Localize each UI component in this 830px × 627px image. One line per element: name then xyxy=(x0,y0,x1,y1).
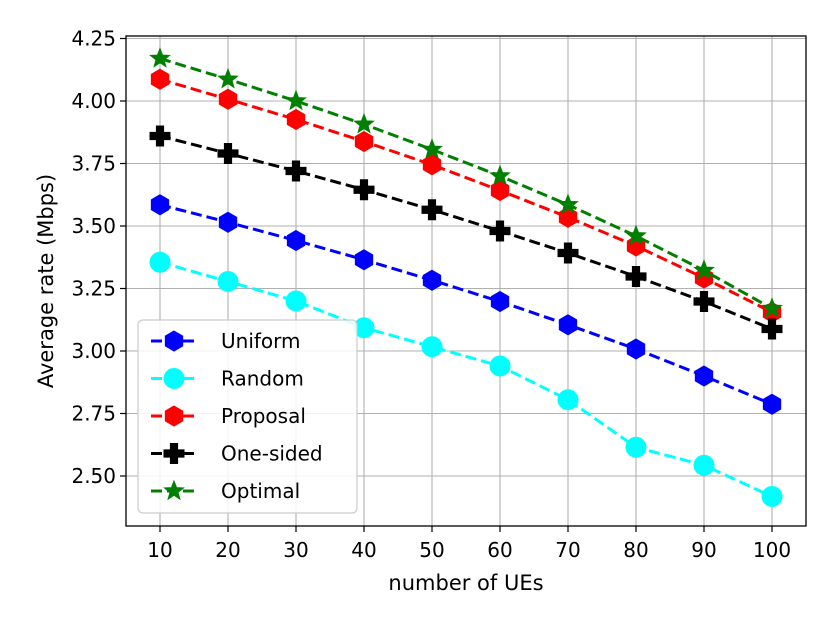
data-point xyxy=(489,220,511,242)
legend: Uniform Random Proposal One-sided Optimal xyxy=(137,319,358,514)
x-tick-label: 70 xyxy=(555,538,580,562)
data-point xyxy=(354,130,374,153)
legend-label: Proposal xyxy=(221,404,306,428)
x-tick-label: 90 xyxy=(691,538,716,562)
data-point xyxy=(761,318,783,340)
data-point xyxy=(422,154,442,176)
y-tick-label: 3.50 xyxy=(71,214,116,238)
data-point xyxy=(557,389,579,411)
data-point xyxy=(149,47,171,68)
data-point xyxy=(422,269,442,291)
legend-marker xyxy=(164,405,184,427)
data-point xyxy=(489,355,511,377)
data-point xyxy=(217,67,239,89)
data-point xyxy=(217,271,239,292)
data-point xyxy=(150,194,170,216)
data-point xyxy=(286,108,306,131)
x-tick-label: 10 xyxy=(147,538,172,562)
data-point xyxy=(558,206,578,228)
data-point xyxy=(286,229,306,252)
data-point xyxy=(693,454,715,476)
data-point xyxy=(285,160,307,182)
data-point xyxy=(421,199,443,221)
data-point xyxy=(285,290,307,312)
data-point xyxy=(625,266,647,287)
series-line xyxy=(159,260,773,498)
data-point xyxy=(694,365,714,387)
series-line xyxy=(159,134,773,331)
legend-label: One-sided xyxy=(221,442,323,466)
data-point xyxy=(761,297,783,318)
y-tick-label: 3.75 xyxy=(71,152,116,176)
series-line xyxy=(159,57,773,310)
legend-label: Optimal xyxy=(221,479,300,503)
data-point xyxy=(285,89,307,111)
series-line xyxy=(159,77,773,314)
data-point xyxy=(218,88,238,110)
legend-label: Random xyxy=(221,367,304,391)
x-tick-label: 40 xyxy=(351,538,376,562)
y-tick-label: 4.00 xyxy=(71,89,116,113)
legend-item: Optimal xyxy=(151,479,300,503)
y-axis-label: Average rate (Mbps) xyxy=(34,174,58,388)
series-line xyxy=(159,203,773,406)
x-tick-label: 50 xyxy=(419,538,444,562)
y-tick-label: 2.75 xyxy=(71,402,116,426)
data-point xyxy=(626,338,646,360)
data-point xyxy=(693,259,715,280)
data-point xyxy=(149,251,171,273)
legend-marker xyxy=(164,330,184,352)
legend-item: Proposal xyxy=(151,404,306,428)
data-point xyxy=(217,143,239,164)
x-tick-label: 30 xyxy=(283,538,308,562)
data-point xyxy=(557,193,579,214)
x-tick-label: 60 xyxy=(487,538,512,562)
y-tick-label: 3.00 xyxy=(71,339,116,363)
data-point xyxy=(490,179,510,202)
data-point xyxy=(762,393,782,415)
data-point xyxy=(625,436,647,458)
data-point xyxy=(558,314,578,336)
legend-marker xyxy=(163,368,185,389)
data-point xyxy=(490,290,510,313)
data-point xyxy=(149,125,171,147)
legend-item: Uniform xyxy=(151,329,301,353)
data-point xyxy=(354,249,374,271)
legend-item: Random xyxy=(151,367,304,391)
data-point xyxy=(421,138,443,159)
series-layer xyxy=(149,47,783,507)
x-tick-label: 100 xyxy=(753,538,791,562)
data-point xyxy=(693,291,715,312)
data-point xyxy=(353,179,375,201)
legend-box xyxy=(137,319,358,514)
data-point xyxy=(150,68,170,90)
plot-frame xyxy=(125,35,807,527)
y-tick-label: 3.25 xyxy=(71,277,116,301)
legend-label: Uniform xyxy=(221,329,301,353)
data-point xyxy=(421,336,443,358)
data-point xyxy=(761,486,783,507)
x-tick-label: 20 xyxy=(215,538,240,562)
legend-marker xyxy=(163,479,185,501)
x-axis-label: number of UEs xyxy=(388,571,543,595)
x-tick-label: 80 xyxy=(623,538,648,562)
data-point xyxy=(489,164,511,186)
data-point xyxy=(218,211,238,233)
data-point xyxy=(353,112,375,134)
legend-marker xyxy=(163,443,185,464)
y-tick-label: 4.25 xyxy=(71,27,116,51)
axis-ticks: 10 20 30 40 50 60 70 80 90 100 2.50 2.75 3.00 3.25 3.5… xyxy=(71,27,791,563)
series-optimal xyxy=(149,47,783,318)
legend-item: One-sided xyxy=(151,442,323,466)
data-point xyxy=(557,242,579,264)
y-tick-label: 2.50 xyxy=(71,464,116,488)
series-uniform xyxy=(150,194,782,415)
series-one-sided xyxy=(149,125,783,340)
data-point xyxy=(625,224,647,246)
